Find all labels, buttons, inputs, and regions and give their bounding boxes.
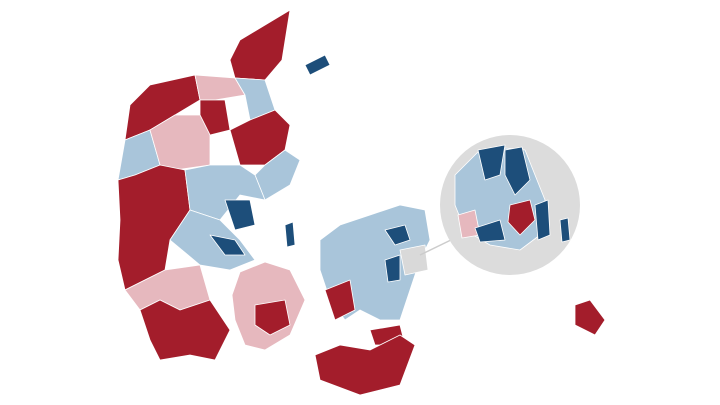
region: [384, 254, 401, 283]
region: [324, 279, 356, 321]
region: [477, 144, 506, 181]
region: [184, 164, 266, 221]
zealand: [319, 204, 431, 346]
region: [254, 299, 291, 336]
region: [229, 109, 291, 166]
bornholm: [574, 299, 606, 336]
region: [199, 99, 231, 136]
island: [304, 54, 331, 76]
region: [139, 299, 231, 361]
region: [194, 74, 246, 101]
region: [209, 234, 246, 256]
region: [384, 224, 411, 246]
lolland-falster: [314, 334, 416, 396]
region: [229, 9, 291, 81]
region: [559, 217, 571, 243]
inset-connector: [419, 237, 456, 256]
region: [399, 244, 429, 276]
region: [224, 199, 256, 231]
region: [534, 199, 551, 241]
funen: [231, 261, 306, 351]
region: [504, 146, 531, 196]
region: [474, 219, 506, 243]
jutland: [117, 9, 301, 361]
inset: [440, 135, 580, 275]
island: [284, 221, 296, 248]
region: [507, 199, 536, 236]
